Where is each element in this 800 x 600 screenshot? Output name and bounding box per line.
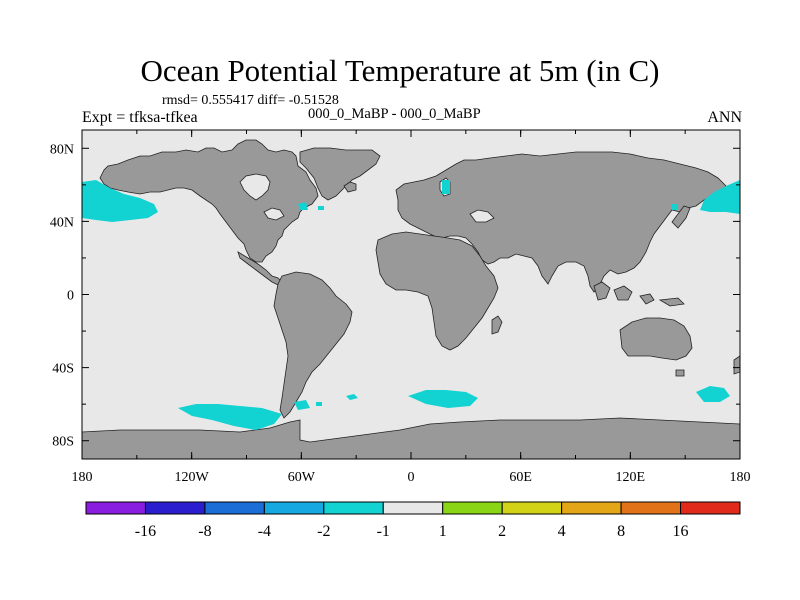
anomaly-south-atlantic-small [346,394,358,400]
anomaly-south-atlantic-east [408,390,478,408]
colorbar-swatch [144,501,206,515]
anomaly-arctic-nordic [442,180,450,194]
case-label: 000_0_MaBP - 000_0_MaBP [308,106,481,122]
experiment-label: Expt = tfksa-tfkea [82,109,198,126]
colorbar-swatch [620,501,682,515]
colorbar-swatch [561,501,622,515]
colorbar-swatch [85,501,146,515]
colorbar-swatch [501,501,563,515]
land-madagascar [491,315,503,335]
colorbar-label: 4 [558,523,566,540]
y-axis-ticks: 80N 40N 0 40S 80S [50,142,740,450]
x-tick-label: 180 [72,470,93,485]
colorbar-swatch [323,501,384,515]
temperature-anomalies [82,180,740,430]
y-tick-label: 80N [50,142,74,157]
land-japan [671,205,691,229]
land-antarctica [82,417,740,459]
land-iceland [343,181,357,193]
colorbar-label: -8 [198,523,211,540]
land-australia [619,317,693,361]
land-masses [82,139,740,459]
land-tasmania [675,369,685,377]
y-tick-label: 0 [67,289,74,304]
land-indonesia [613,285,685,307]
great-lakes [263,207,285,221]
y-tick-label: 40N [50,215,74,230]
x-tick-label: 180 [730,470,751,485]
colorbar-label: -1 [377,523,390,540]
map-title: Ocean Potential Temperature at 5m (in C) [140,53,660,88]
colorbar-swatch [442,501,503,515]
colorbar-swatch [204,501,265,515]
colorbar-label: -16 [135,523,156,540]
caspian-sea [469,209,495,223]
x-axis-ticks: 180 120W 60W 0 60E 120E 180 [72,130,751,485]
y-tick-label: 80S [52,435,74,450]
anomaly-north-pacific-west [82,180,158,222]
anomaly-southern-ocean-pacific [178,404,282,430]
colorbar-swatch [680,501,741,515]
colorbar-label: 1 [439,523,447,540]
anomaly-drake [294,400,322,410]
hudson-bay [239,173,271,201]
rmsd-diff-stats: rmsd= 0.555417 diff= -0.51528 [162,93,339,108]
colorbar-swatch [382,501,444,515]
x-tick-label: 60E [509,470,532,485]
y-tick-label: 40S [52,362,74,377]
anomaly-labrador [298,202,324,210]
land-greenland [299,147,381,201]
land-new-zealand [733,355,740,375]
land-africa [375,231,499,351]
x-tick-label: 120W [175,470,210,485]
colorbar-label: 2 [498,523,506,540]
plot-area [81,129,741,460]
x-tick-label: 120E [616,470,646,485]
land-north-america [99,139,319,263]
colorbar-label: 8 [617,523,625,540]
colorbar [85,501,741,515]
anomaly-south-pacific-east [696,386,730,402]
x-tick-label: 0 [408,470,415,485]
x-tick-label: 60W [288,470,316,485]
land-southeast-asia [593,281,611,301]
colorbar-label: 16 [673,523,689,540]
colorbar-swatch [263,501,325,515]
colorbar-label: -4 [258,523,271,540]
anomaly-north-pacific-east [700,180,740,214]
colorbar-label: -2 [317,523,330,540]
season-label: ANN [707,109,742,126]
land-south-america [273,271,353,419]
anomaly-nw-pacific-small [672,204,678,210]
colorbar-labels: -16 -8 -4 -2 -1 1 2 4 8 16 [135,523,689,540]
